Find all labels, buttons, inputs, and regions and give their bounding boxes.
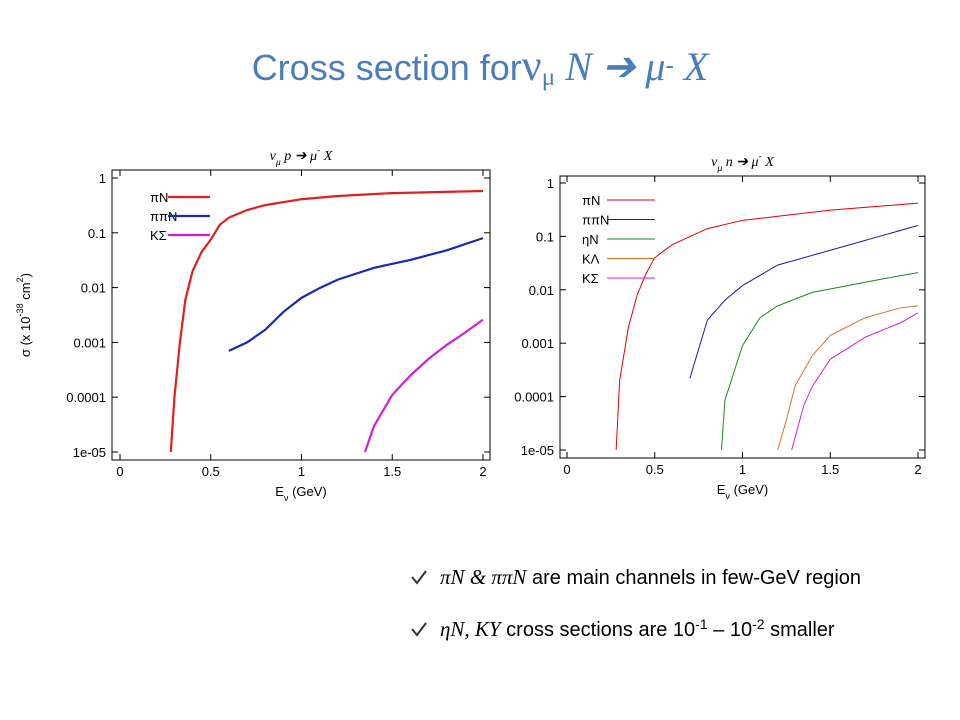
legend-label: πN bbox=[150, 190, 168, 205]
chart-title-part: μ bbox=[716, 163, 722, 174]
bullet-check bbox=[411, 622, 427, 637]
legend-label: ππN bbox=[150, 209, 177, 224]
y-tick-label: 0.0001 bbox=[66, 390, 106, 405]
bullet-part: cross sections are 10 bbox=[501, 619, 696, 641]
chart-title-part: μ bbox=[275, 157, 281, 168]
bullet: πN & ππN are main channels in few-GeV re… bbox=[440, 565, 861, 589]
chart-title-part: p ➔ μ bbox=[281, 149, 317, 164]
bullet-check bbox=[411, 570, 427, 585]
chart-title-part: ν bbox=[270, 149, 277, 164]
y-axis-label: σ (x 10-38 cm2) bbox=[15, 273, 33, 357]
y-tick-label: 0.01 bbox=[81, 281, 106, 296]
series-line bbox=[689, 225, 919, 379]
y-axis-label-part: σ (x 10 bbox=[18, 316, 33, 357]
chart-title-part: ν bbox=[711, 155, 718, 170]
series-line bbox=[169, 189, 484, 453]
series-line bbox=[363, 318, 484, 453]
y-tick-label: 1 bbox=[99, 171, 106, 186]
x-tick-label: 1 bbox=[739, 462, 746, 477]
bullet-part: -1 bbox=[695, 616, 708, 632]
x-tick-label: 2 bbox=[479, 464, 486, 479]
y-axis-label-part: 2 bbox=[15, 277, 25, 282]
x-axis-label-part: ν bbox=[284, 493, 289, 503]
x-axis-label-part: ν bbox=[725, 491, 730, 501]
x-axis-label-part: (GeV) bbox=[730, 482, 768, 497]
y-tick-label: 0.001 bbox=[73, 335, 106, 350]
slide-title-part: ν bbox=[522, 41, 542, 90]
x-tick-label: 1.5 bbox=[383, 464, 401, 479]
y-axis-label-part: -38 bbox=[15, 303, 25, 316]
slide-title-part: μ bbox=[542, 64, 556, 91]
chart-title-part: - bbox=[759, 151, 762, 162]
bullet-part: ηN, KY bbox=[440, 617, 503, 641]
y-axis-label-part: cm bbox=[18, 282, 33, 303]
legend-label: ηN bbox=[582, 232, 599, 247]
series-line bbox=[228, 237, 484, 352]
x-tick-label: 0 bbox=[563, 462, 570, 477]
bullet-part: smaller bbox=[765, 619, 835, 641]
y-tick-label: 0.1 bbox=[88, 226, 106, 241]
x-axis-label-part: E bbox=[275, 484, 284, 499]
bullet-part: -2 bbox=[752, 616, 765, 632]
x-axis-label-part: (GeV) bbox=[288, 484, 326, 499]
x-tick-label: 0 bbox=[116, 464, 123, 479]
y-tick-label: 0.01 bbox=[529, 283, 554, 298]
y-tick-label: 0.0001 bbox=[514, 390, 554, 405]
slide-title-part: X bbox=[674, 44, 710, 89]
bullet-part: πN & ππN bbox=[440, 565, 527, 589]
series-line bbox=[615, 202, 919, 451]
x-tick-label: 2 bbox=[914, 462, 921, 477]
chart-title-part: - bbox=[317, 145, 320, 156]
x-tick-label: 0.5 bbox=[202, 464, 220, 479]
legend-label: πN bbox=[582, 193, 600, 208]
series-line bbox=[777, 305, 919, 451]
slide-title-part: - bbox=[665, 52, 673, 79]
chart-title: νμ p ➔ μ- X bbox=[270, 145, 333, 168]
x-tick-label: 1.5 bbox=[821, 462, 839, 477]
y-tick-label: 0.001 bbox=[521, 336, 554, 351]
x-axis-label: Eν (GeV) bbox=[717, 482, 769, 501]
chart-title-part: n ➔ μ bbox=[722, 155, 758, 170]
chart-title-part: X bbox=[320, 149, 333, 164]
y-tick-label: 0.1 bbox=[536, 229, 554, 244]
series-line bbox=[720, 272, 919, 451]
y-tick-label: 1e-05 bbox=[521, 443, 554, 458]
chart-title-part: X bbox=[762, 155, 775, 170]
bullet-part: – 10 bbox=[708, 619, 752, 641]
x-axis-label-part: E bbox=[717, 482, 726, 497]
legend-label: ππN bbox=[582, 213, 609, 228]
slide-title-part: N ➔ μ bbox=[555, 44, 665, 89]
legend-label: KΣ bbox=[150, 228, 167, 243]
legend-label: KΣ bbox=[582, 271, 599, 286]
series-line bbox=[791, 312, 919, 451]
slide-title-part: Cross section for bbox=[252, 47, 522, 88]
chart-title: νμ n ➔ μ- X bbox=[711, 151, 774, 174]
legend-label: KΛ bbox=[582, 252, 600, 267]
x-tick-label: 0.5 bbox=[646, 462, 664, 477]
bullet: ηN, KY cross sections are 10-1 – 10-2 sm… bbox=[440, 616, 835, 641]
x-tick-label: 1 bbox=[298, 464, 305, 479]
x-axis-label: Eν (GeV) bbox=[275, 484, 327, 503]
y-tick-label: 1e-05 bbox=[73, 445, 106, 460]
slide-title: Cross section forνμ N ➔ μ- X bbox=[252, 41, 710, 91]
plot-frame bbox=[559, 175, 926, 459]
y-tick-label: 1 bbox=[547, 176, 554, 191]
bullet-part: are main channels in few-GeV region bbox=[526, 567, 861, 589]
y-axis-label-part: ) bbox=[18, 273, 33, 277]
